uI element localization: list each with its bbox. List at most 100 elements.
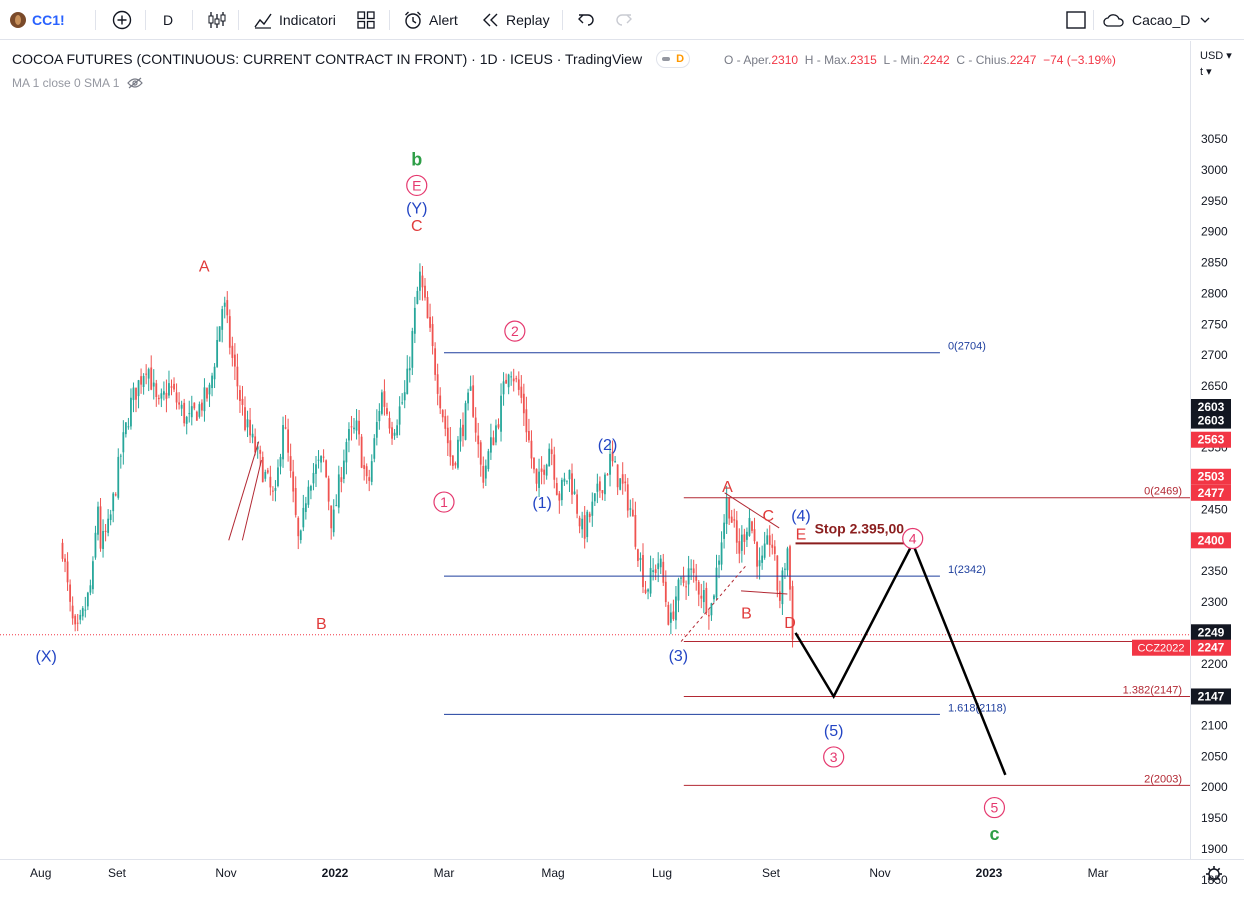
candle-body bbox=[375, 421, 378, 438]
candle-body bbox=[571, 473, 573, 495]
candle-body bbox=[548, 448, 551, 467]
candle-body bbox=[254, 436, 257, 453]
undo-button[interactable] bbox=[577, 0, 601, 40]
candle-body bbox=[236, 366, 239, 387]
candle-body bbox=[114, 494, 117, 496]
settings-icon[interactable] bbox=[1206, 866, 1222, 882]
price-label-box bbox=[1191, 412, 1231, 429]
candle-body bbox=[330, 505, 333, 529]
candle-body bbox=[292, 471, 295, 492]
candle-body bbox=[393, 432, 396, 436]
candle-body bbox=[515, 378, 518, 380]
interval-label: D bbox=[163, 12, 174, 28]
candle-body bbox=[586, 511, 589, 538]
price-label-box bbox=[1191, 624, 1231, 641]
replay-button[interactable]: Replay bbox=[482, 0, 550, 40]
candle-body bbox=[606, 474, 609, 476]
price-label: 2477 bbox=[1198, 486, 1225, 500]
candle-body bbox=[715, 567, 718, 598]
chart-type-button[interactable] bbox=[206, 0, 232, 40]
wave-label: (1) bbox=[532, 495, 552, 512]
symbol-search[interactable]: CC1! bbox=[10, 0, 65, 40]
badge-label: D bbox=[676, 53, 685, 65]
candle-body bbox=[284, 427, 287, 429]
ma-indicator-legend[interactable]: MA 1 close 0 SMA 1 bbox=[12, 76, 144, 90]
candle-body bbox=[664, 581, 667, 603]
candle-body bbox=[576, 494, 578, 514]
high-value: 2315 bbox=[850, 53, 877, 67]
candle-body bbox=[740, 534, 743, 551]
candle-body bbox=[733, 519, 736, 521]
candle-body bbox=[325, 460, 328, 478]
candle-body bbox=[682, 575, 685, 583]
triangle-line bbox=[740, 590, 788, 595]
candle-body bbox=[97, 506, 99, 535]
candle-body bbox=[327, 478, 330, 502]
candle-body bbox=[345, 442, 348, 463]
candle-body bbox=[637, 549, 639, 561]
candle-body bbox=[117, 456, 120, 498]
candle-body bbox=[413, 307, 416, 334]
gear-tooth bbox=[1216, 867, 1221, 872]
candle-body bbox=[718, 560, 720, 565]
candle-body bbox=[444, 416, 447, 429]
templates-button[interactable] bbox=[356, 0, 382, 40]
candle-body bbox=[109, 514, 112, 520]
data-badge[interactable]: D bbox=[656, 50, 691, 68]
time-tick-label: Mar bbox=[434, 866, 455, 880]
candle-body bbox=[130, 397, 132, 427]
candle-body bbox=[601, 490, 604, 494]
candle-body bbox=[649, 567, 652, 594]
wave-label: A bbox=[722, 479, 733, 496]
candle-body bbox=[439, 395, 442, 409]
candle-body bbox=[310, 485, 312, 491]
candle-body bbox=[383, 391, 386, 407]
redo-button[interactable] bbox=[615, 0, 639, 40]
price-chart[interactable]: 0(2704) 1(2342) 1.618(2118) 0(2469) 1.382(21… bbox=[0, 41, 1244, 899]
layout-menu-button[interactable]: Cacao_D bbox=[1102, 0, 1216, 40]
candle-body bbox=[157, 397, 160, 400]
candle-body bbox=[353, 427, 355, 430]
candle-body bbox=[350, 426, 353, 428]
candle-body bbox=[226, 300, 229, 316]
price-label: 2603 bbox=[1198, 400, 1225, 414]
eye-off-icon[interactable] bbox=[127, 77, 144, 89]
candle-body bbox=[611, 451, 614, 462]
interval-button[interactable]: D bbox=[163, 0, 173, 40]
candle-body bbox=[142, 375, 145, 388]
candle-body bbox=[162, 391, 165, 395]
indicators-button[interactable]: Indicatori bbox=[253, 0, 336, 40]
triangle-line bbox=[724, 492, 780, 529]
candle-body bbox=[287, 429, 290, 453]
currency-unit-selector[interactable]: USD ▾ t ▾ bbox=[1200, 48, 1232, 80]
wave-circle bbox=[504, 320, 526, 342]
dash-icon bbox=[662, 57, 671, 61]
price-tick-label: 2900 bbox=[1201, 225, 1228, 239]
candle-body bbox=[124, 422, 127, 435]
wave-label: 2 bbox=[511, 323, 519, 339]
time-tick-label: Nov bbox=[215, 866, 236, 880]
candle-body bbox=[370, 461, 373, 482]
candle-body bbox=[79, 614, 82, 620]
candle-body bbox=[218, 326, 221, 342]
candle-body bbox=[332, 509, 335, 533]
wave-label: b bbox=[411, 150, 422, 170]
candle-body bbox=[135, 387, 137, 400]
candle-body bbox=[723, 522, 726, 539]
candle-body bbox=[710, 603, 713, 616]
candle-body bbox=[373, 438, 376, 459]
candle-body bbox=[261, 456, 264, 483]
chart-grid bbox=[0, 41, 1244, 860]
alert-button[interactable]: Alert bbox=[403, 0, 458, 40]
compare-symbol-button[interactable] bbox=[112, 0, 138, 40]
fullscreen-button[interactable] bbox=[1066, 0, 1092, 40]
candle-body bbox=[419, 271, 421, 291]
candle-body bbox=[446, 427, 449, 444]
symbol-label: CC1! bbox=[32, 12, 65, 28]
candle-body bbox=[403, 392, 406, 401]
candle-body bbox=[781, 570, 784, 605]
redo-icon bbox=[615, 11, 633, 29]
price-label-box bbox=[1191, 399, 1231, 416]
fib-level-label: 1(2342) bbox=[948, 564, 986, 576]
candle-body bbox=[626, 484, 629, 511]
